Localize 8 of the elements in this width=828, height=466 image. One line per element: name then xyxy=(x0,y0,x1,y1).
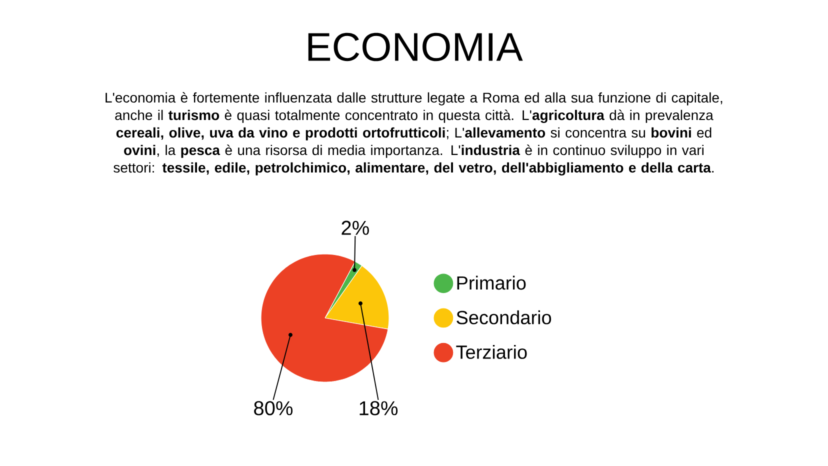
legend-label: Secondario xyxy=(456,310,552,324)
legend-label: Terziario xyxy=(456,344,527,359)
data-label: 80% xyxy=(254,401,293,416)
chart-title: ECONOMIA xyxy=(308,32,523,62)
legend-label: Primario xyxy=(457,276,526,290)
data-label: 2% xyxy=(342,220,369,235)
data-label: 18% xyxy=(360,401,398,416)
text: L'economia è fortemente influenzata dalle strutture legate a Roma ed alla sua funzione di capitale, anche il turismo è quasi totalmente concentrato in questa città. L'agricoltura dà in prevalenza cereali, olive, uva da vino e prodotti ortofrutticoli; L'allevamento si concentra su bovini ed ovini, la pesca è una risorsa di media importanza. L'industria è in continuo sviluppo in vari settori: tessile, edile, petrolchimico, alimentare, del vetro, dell'abbigliamento e della carta. xyxy=(106,92,722,176)
